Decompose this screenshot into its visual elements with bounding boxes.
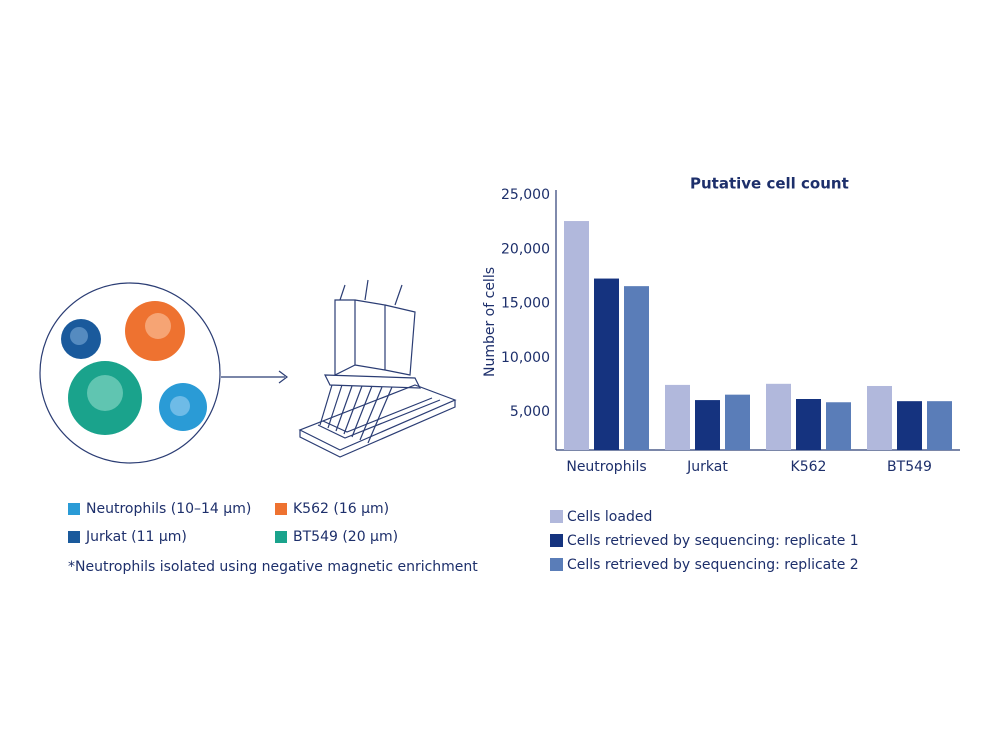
legend-swatch — [550, 534, 563, 547]
legend-label: Cells retrieved by sequencing: replicate… — [567, 533, 859, 549]
x-tick-label: Neutrophils — [566, 459, 646, 475]
cell-legend-label: Neutrophils (10–14 µm) — [86, 501, 251, 517]
bar — [927, 401, 952, 450]
cell-legend-swatch — [68, 503, 80, 515]
cell-legend-swatch — [275, 531, 287, 543]
device-illustration — [298, 279, 457, 458]
legend-label: Cells retrieved by sequencing: replicate… — [567, 557, 859, 573]
cell-legend-label: Jurkat (11 µm) — [85, 529, 187, 545]
legend-swatch — [550, 510, 563, 523]
bar — [766, 383, 791, 450]
cell-illustration — [39, 282, 288, 464]
bar — [826, 402, 851, 450]
x-tick-label: BT549 — [887, 459, 932, 475]
cell-legend-swatch — [68, 531, 80, 543]
cell-legend-label: BT549 (20 µm) — [293, 529, 398, 545]
cell-legend-swatch — [275, 503, 287, 515]
legend-label: Cells loaded — [567, 509, 652, 525]
y-tick-label: 10,000 — [501, 350, 550, 366]
y-axis-label: Number of cells — [482, 267, 498, 377]
bar — [897, 401, 922, 450]
footnote: *Neutrophils isolated using negative mag… — [68, 559, 478, 575]
bar — [796, 399, 821, 450]
y-tick-label: 20,000 — [501, 241, 550, 257]
bar — [665, 384, 690, 450]
bar — [695, 400, 720, 450]
x-tick-label: K562 — [791, 459, 827, 475]
x-tick-label: Jurkat — [686, 459, 728, 475]
chart-title: Putative cell count — [690, 175, 849, 193]
bar — [867, 385, 892, 450]
y-tick-label: 25,000 — [501, 187, 550, 203]
legend-swatch — [550, 558, 563, 571]
y-tick-label: 15,000 — [501, 296, 550, 312]
bar — [725, 394, 750, 450]
cell-legend-label: K562 (16 µm) — [293, 501, 389, 517]
bar — [594, 278, 619, 450]
bar — [564, 221, 589, 450]
bar — [624, 286, 649, 450]
y-tick-label: 5,000 — [510, 404, 550, 420]
